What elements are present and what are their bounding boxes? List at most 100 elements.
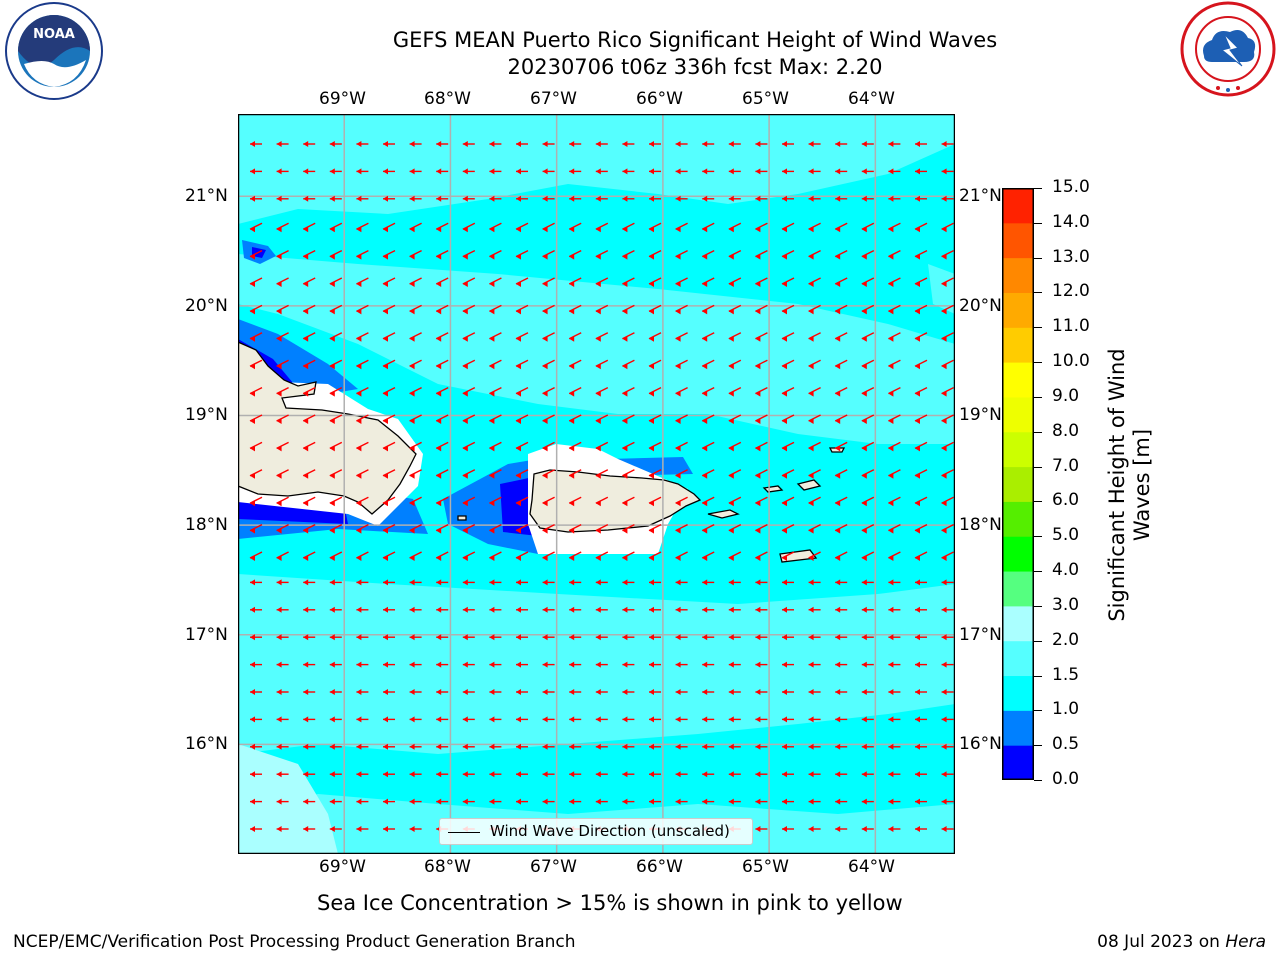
wind-arrow — [701, 469, 715, 479]
wind-arrow — [728, 222, 742, 233]
wind-arrow — [568, 249, 582, 260]
wind-arrow — [861, 222, 875, 233]
colorbar-tick-label: 0.5 — [1052, 734, 1080, 755]
wind-arrow — [329, 496, 343, 507]
wind-arrow — [649, 743, 661, 750]
wind-arrow — [462, 277, 476, 287]
wind-arrow — [808, 606, 821, 613]
wind-arrow — [915, 141, 927, 147]
wind-arrow — [409, 606, 422, 613]
wind-arrow — [649, 716, 661, 723]
wind-arrow — [755, 496, 768, 507]
wind-arrow — [728, 359, 742, 370]
wind-arrow — [356, 332, 369, 342]
wind-arrow — [648, 249, 662, 260]
wind-arrow — [329, 551, 343, 561]
mona-island — [457, 515, 467, 521]
wind-arrow — [249, 359, 263, 370]
wind-arrow — [834, 469, 848, 479]
wind-arrow — [728, 168, 741, 175]
chart-title: GEFS MEAN Puerto Rico Significant Height… — [392, 28, 998, 52]
wind-arrow — [276, 523, 289, 534]
wind-arrow — [834, 304, 848, 315]
wind-arrow — [276, 689, 289, 695]
wind-arrow — [595, 195, 608, 202]
colorbar-tick — [1034, 292, 1042, 294]
wind-arrow — [834, 441, 848, 452]
wind-arrow — [276, 195, 289, 202]
wind-arrow — [383, 826, 395, 832]
lat-label-right: 16°N — [959, 734, 1002, 754]
wind-arrow — [622, 716, 635, 723]
wind-arrow — [888, 689, 901, 695]
wind-arrow — [383, 634, 395, 641]
wind-arrow — [728, 551, 742, 561]
wind-arrow — [276, 798, 289, 805]
wind-arrow — [675, 441, 688, 452]
wind-arrow — [409, 249, 422, 260]
wind-arrow — [755, 469, 768, 479]
wind-arrow — [302, 277, 316, 287]
wind-arrow — [542, 332, 555, 342]
wind-arrow — [356, 195, 369, 202]
colorbar-tick-label: 7.0 — [1052, 455, 1080, 476]
lon-label-bottom: 65°W — [742, 857, 789, 877]
wind-arrow — [462, 579, 475, 586]
wind-arrow — [835, 689, 848, 695]
wind-arrow — [489, 222, 502, 233]
wind-arrow — [649, 634, 661, 641]
wind-arrow — [675, 606, 688, 613]
wind-arrow — [915, 634, 927, 641]
colorbar-tick-label: 2.0 — [1052, 629, 1080, 650]
wind-arrow — [888, 634, 901, 641]
colorbar-tick-label: 9.0 — [1052, 385, 1080, 406]
wind-arrow — [781, 249, 795, 260]
wind-arrow — [648, 551, 662, 561]
wind-arrow — [835, 579, 848, 586]
wind-arrow — [808, 716, 821, 723]
wind-arrow — [356, 579, 369, 586]
wind-arrow — [648, 277, 662, 287]
wind-arrow — [569, 716, 582, 723]
wind-arrow — [782, 141, 794, 147]
wind-arrow — [675, 798, 688, 805]
wind-arrow — [595, 469, 609, 479]
wind-arrow — [409, 689, 422, 695]
wind-arrow — [888, 523, 901, 534]
colorbar-tick — [1034, 362, 1042, 364]
wind-arrow — [409, 826, 422, 832]
wind-arrow — [861, 661, 874, 668]
wind-arrow — [436, 689, 449, 695]
wind-arrow — [808, 661, 821, 668]
wind-arrow — [276, 771, 289, 778]
wind-arrow — [409, 414, 422, 424]
wind-arrow — [782, 168, 794, 175]
wind-arrow — [409, 496, 422, 507]
wind-arrow — [569, 195, 582, 202]
wind-arrow — [595, 689, 608, 695]
wind-arrow — [515, 523, 529, 534]
wind-arrow — [782, 661, 794, 668]
wind-arrow — [303, 826, 316, 832]
wind-arrow — [648, 441, 662, 452]
wind-arrow — [435, 469, 449, 479]
wind-arrow — [701, 414, 715, 424]
wind-arrow — [383, 579, 395, 586]
wind-arrow — [702, 716, 715, 723]
wind-arrow — [542, 551, 555, 561]
wind-arrow — [622, 579, 635, 586]
wind-arrow — [276, 579, 289, 586]
wind-arrow — [462, 523, 476, 534]
wind-arrow — [516, 634, 528, 641]
wind-arrow — [728, 634, 741, 641]
wind-arrow — [462, 496, 476, 507]
wind-arrow — [861, 168, 874, 175]
chart-subtitle: 20230706 t06z 336h fcst Max: 2.20 — [507, 55, 883, 79]
wind-arrow — [622, 304, 635, 315]
wind-arrow — [835, 141, 848, 147]
wind-arrow — [728, 141, 741, 147]
colorbar-tick — [1034, 327, 1042, 329]
wind-arrow — [914, 523, 928, 534]
wind-arrow — [382, 249, 396, 260]
wind-arrow — [782, 606, 794, 613]
